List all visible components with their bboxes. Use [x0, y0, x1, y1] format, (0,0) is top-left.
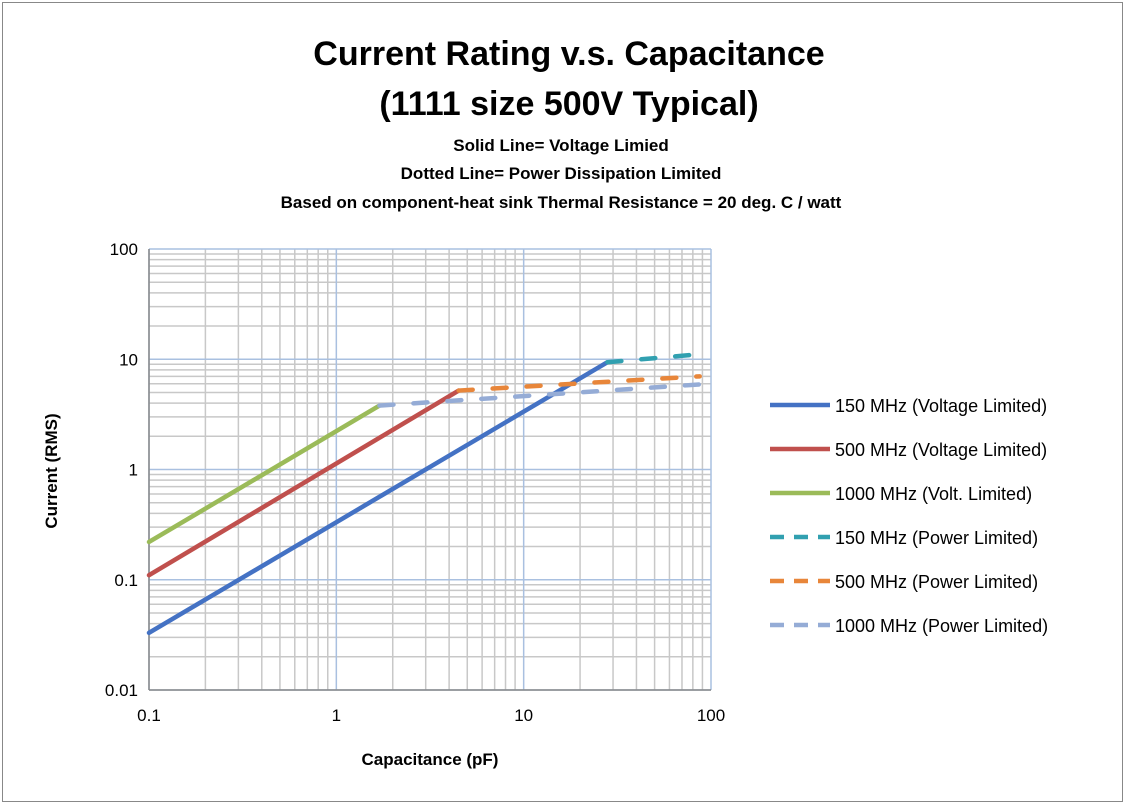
- chart: Current Rating v.s. Capacitance (1111 si…: [42, 35, 1048, 769]
- series-line: [377, 381, 714, 408]
- series-line: [146, 359, 610, 636]
- x-tick-label: 1: [332, 706, 341, 725]
- series-line: [456, 374, 702, 393]
- chart-subtitle-2: Dotted Line= Power Dissipation Limited: [401, 164, 722, 183]
- x-tick-label: 100: [697, 706, 725, 725]
- y-tick-label: 100: [110, 240, 138, 259]
- legend-label: 500 MHz (Voltage Limited): [835, 440, 1047, 460]
- series-line: [605, 352, 702, 365]
- x-axis-label: Capacitance (pF): [362, 750, 499, 769]
- series-line: [146, 388, 461, 578]
- legend-label: 500 MHz (Power Limited): [835, 572, 1038, 592]
- y-axis-label: Current (RMS): [42, 413, 61, 528]
- y-tick-label: 1: [129, 461, 138, 480]
- chart-title-line1: Current Rating v.s. Capacitance: [313, 35, 824, 73]
- legend-label: 1000 MHz (Power Limited): [835, 616, 1048, 636]
- series-line: [146, 403, 382, 545]
- legend-label: 150 MHz (Power Limited): [835, 528, 1038, 548]
- legend-label: 1000 MHz (Volt. Limited): [835, 484, 1032, 504]
- x-tick-label: 0.1: [137, 706, 161, 725]
- y-tick-label: 0.01: [105, 681, 138, 700]
- y-tick-label: 0.1: [114, 571, 138, 590]
- x-tick-label: 10: [514, 706, 533, 725]
- chart-subtitle-3: Based on component-heat sink Thermal Res…: [281, 193, 842, 212]
- chart-title-line2: (1111 size 500V Typical): [379, 85, 758, 123]
- chart-subtitle-1: Solid Line= Voltage Limied: [453, 136, 669, 155]
- legend-label: 150 MHz (Voltage Limited): [835, 396, 1047, 416]
- y-tick-label: 10: [119, 350, 138, 369]
